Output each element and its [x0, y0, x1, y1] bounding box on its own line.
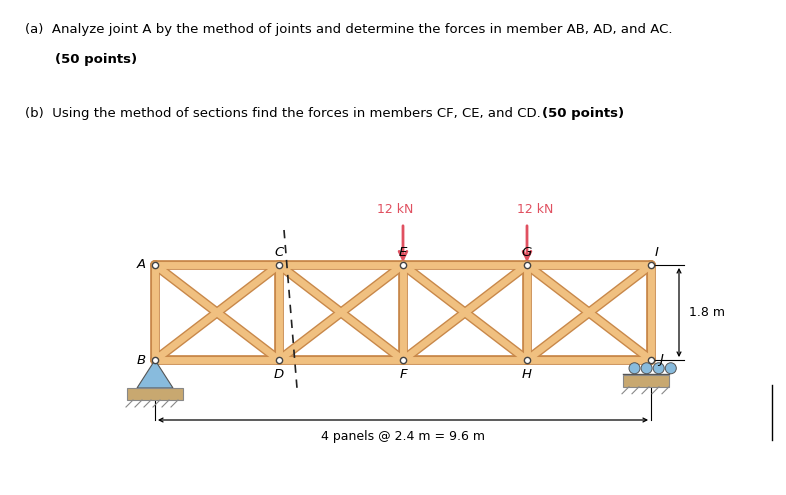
- Text: (a)  Analyze joint A by the method of joints and determine the forces in member : (a) Analyze joint A by the method of joi…: [25, 23, 673, 36]
- Text: 1.8 m: 1.8 m: [689, 306, 725, 319]
- Text: (50 points): (50 points): [55, 53, 137, 66]
- Text: C: C: [274, 247, 284, 259]
- Text: D: D: [274, 367, 284, 381]
- Text: (b)  Using the method of sections find the forces in members CF, CE, and CD.: (b) Using the method of sections find th…: [25, 107, 545, 120]
- Text: I: I: [655, 247, 659, 259]
- Text: B: B: [137, 353, 145, 366]
- Text: H: H: [522, 367, 532, 381]
- Text: (50 points): (50 points): [542, 107, 624, 120]
- Text: 12 kN: 12 kN: [517, 203, 553, 216]
- Text: F: F: [399, 367, 407, 381]
- Polygon shape: [623, 375, 669, 387]
- Text: J: J: [659, 353, 663, 366]
- Circle shape: [629, 363, 640, 374]
- Circle shape: [641, 363, 652, 374]
- Circle shape: [665, 363, 676, 374]
- Text: A: A: [137, 258, 145, 271]
- Text: E: E: [399, 247, 407, 259]
- Circle shape: [653, 363, 664, 374]
- Text: 4 panels @ 2.4 m = 9.6 m: 4 panels @ 2.4 m = 9.6 m: [321, 430, 485, 443]
- Text: 12 kN: 12 kN: [376, 203, 413, 216]
- Text: G: G: [522, 247, 532, 259]
- Polygon shape: [137, 360, 173, 388]
- Polygon shape: [127, 388, 183, 400]
